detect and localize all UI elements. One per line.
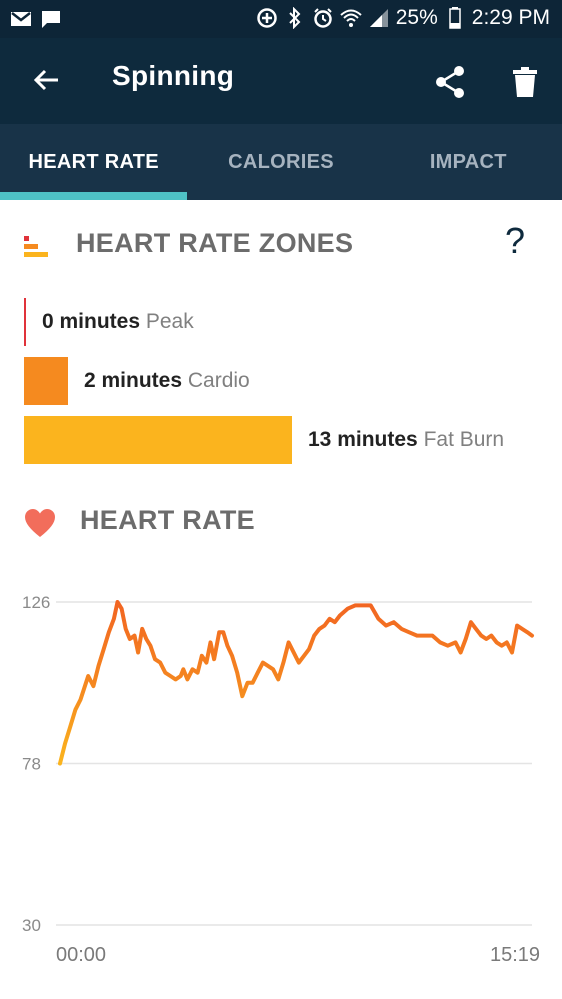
back-button[interactable] <box>26 58 66 102</box>
page-title: Spinning <box>112 60 235 91</box>
delete-button[interactable] <box>505 60 545 104</box>
zone-bar-peak <box>24 298 26 346</box>
heart-icon <box>25 509 55 537</box>
battery-percent: 25% <box>395 6 438 29</box>
app-bar: Spinning <box>0 38 562 124</box>
share-button[interactable] <box>430 60 470 104</box>
clock: 2:29 PM <box>471 6 550 29</box>
y-tick-label: 126 <box>22 593 50 612</box>
heart-rate-chart: 126 78 30 <box>22 593 534 935</box>
help-button[interactable]: ? <box>505 220 526 261</box>
message-icon <box>40 8 62 30</box>
zones-header: HEART RATE ZONES ? <box>0 218 562 268</box>
zone-row-cardio: 2 minutes Cardio <box>24 357 250 405</box>
heart-rate-series-line <box>58 600 534 766</box>
tab-calories[interactable]: CALORIES <box>228 150 334 173</box>
zone-row-fat-burn: 13 minutes Fat Burn <box>24 416 504 464</box>
zone-label: Cardio <box>187 369 250 392</box>
battery-icon <box>444 7 466 29</box>
alarm-icon <box>312 7 334 29</box>
signal-icon <box>368 7 390 29</box>
zone-minutes: 2 minutes <box>84 369 183 392</box>
zone-label: Fat Burn <box>423 428 505 451</box>
zone-row-peak: 0 minutes Peak <box>24 298 194 346</box>
zone-bar-cardio <box>24 357 68 405</box>
y-tick-label: 30 <box>22 916 41 935</box>
x-tick-label: 15:19 <box>490 944 541 966</box>
back-arrow-icon <box>33 69 58 91</box>
trash-icon <box>513 67 537 97</box>
status-bar: 25% 2:29 PM <box>0 0 562 38</box>
zone-minutes: 13 minutes <box>308 428 418 451</box>
tab-bar: HEART RATE CALORIES IMPACT <box>0 124 562 200</box>
zones-icon <box>24 236 48 257</box>
y-tick-label: 78 <box>22 755 41 774</box>
heart-rate-title: HEART RATE <box>80 505 255 535</box>
bluetooth-icon <box>284 7 306 29</box>
zone-label: Peak <box>145 310 194 333</box>
data-saver-icon <box>256 7 278 29</box>
zones-title: HEART RATE ZONES <box>76 228 354 258</box>
zone-minutes: 0 minutes <box>42 310 141 333</box>
tab-impact[interactable]: IMPACT <box>429 150 507 173</box>
wifi-icon <box>340 7 362 29</box>
tab-heart-rate[interactable]: HEART RATE <box>0 124 188 200</box>
x-tick-label: 00:00 <box>56 944 107 966</box>
zone-bar-fat-burn <box>24 416 292 464</box>
share-icon <box>436 66 464 98</box>
heart-rate-header: HEART RATE <box>0 495 562 545</box>
gmail-icon <box>10 8 32 30</box>
